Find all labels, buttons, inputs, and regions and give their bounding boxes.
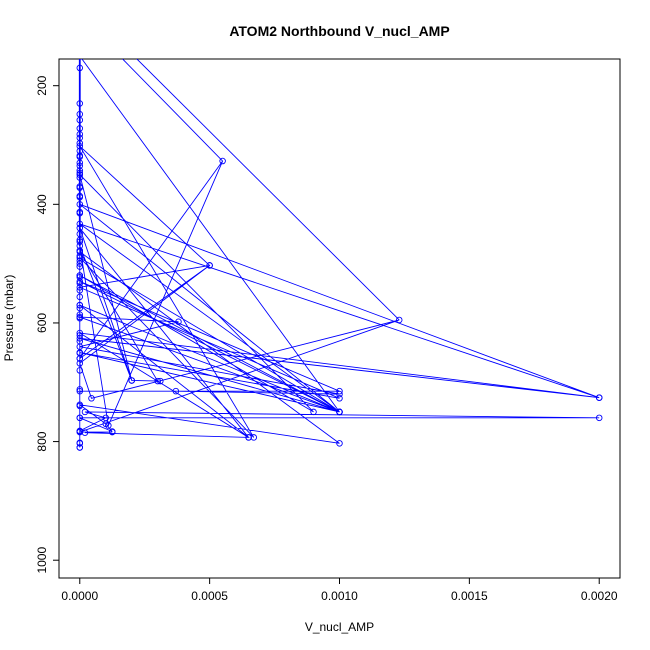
data-point-0-93 [76,279,84,287]
y-tick-label-2: 600 [35,313,49,333]
data-point-0-35 [336,387,343,395]
data-point-0-53 [310,408,317,416]
data-point-0-19 [76,335,84,342]
y-tick-label-1: 400 [35,194,49,214]
data-point-0-103 [76,355,84,362]
data-point-0-57 [595,394,603,401]
extra-segment-0 [136,59,400,321]
data-point-0-99 [76,314,84,322]
data-point-0-101 [76,338,84,345]
y-tick-label-4: 1000 [35,547,49,574]
y-axis-label: Pressure (mbar) [2,275,16,362]
data-point-0-36 [76,387,84,395]
data-point-0-60 [78,59,82,60]
data-point-0-106 [76,402,84,410]
data-point-0-96 [76,301,84,309]
extra-segment-1 [122,59,223,162]
data-point-0-40 [175,318,182,326]
y-tick-label-3: 800 [35,431,49,451]
data-point-0-22 [336,395,343,402]
x-axis: 0.0000 0.0005 0.0010 0.0015 0.0020 [61,578,618,603]
x-axis-label: V_nucl_AMP [305,620,374,634]
y-axis: 200 400 600 800 1000 [35,75,59,574]
data-point-0-104 [76,367,84,374]
data-point-0-109 [76,440,84,447]
data-point-0-5 [595,414,603,422]
x-tick-label-4: 0.0020 [581,589,618,603]
data-point-0-25 [76,360,84,367]
y-tick-label-0: 200 [35,75,49,95]
data-point-0-13 [157,377,164,385]
data-point-0-29 [108,428,116,436]
series-group [76,59,603,451]
data-point-0-27 [395,316,403,324]
series-line-0 [78,59,600,448]
x-tick-label-3: 0.0015 [451,589,488,603]
data-point-0-46 [206,262,213,269]
data-point-0-51 [128,377,135,384]
data-point-0-90 [76,263,84,270]
data-point-0-49 [105,422,112,429]
data-point-0-94 [76,287,84,294]
plot-frame [58,58,621,579]
data-point-0-107 [76,414,84,422]
data-point-0-105 [76,386,84,393]
data-point-0-12 [154,377,161,385]
data-point-0-38 [336,390,343,398]
data-point-0-37 [172,387,180,395]
data-point-0-44 [250,434,258,441]
data-point-0-95 [76,293,84,301]
data-point-0-10 [336,440,343,447]
data-point-0-97 [76,304,84,312]
x-tick-label-0: 0.0000 [61,589,98,603]
data-point-0-108 [76,428,84,435]
data-point-0-98 [76,311,84,318]
chart-title: ATOM2 Northbound V_nucl_AMP [229,23,449,39]
data-point-0-91 [76,272,84,279]
data-point-0-110 [76,444,84,451]
x-tick-label-1: 0.0005 [191,589,228,603]
data-point-0-26 [88,395,95,402]
data-point-0-4 [81,408,89,416]
x-tick-label-2: 0.0010 [321,589,358,603]
data-point-0-89 [76,260,84,267]
data-point-0-87 [76,252,84,260]
data-point-0-48 [219,157,226,165]
data-point-0-59 [336,408,343,416]
